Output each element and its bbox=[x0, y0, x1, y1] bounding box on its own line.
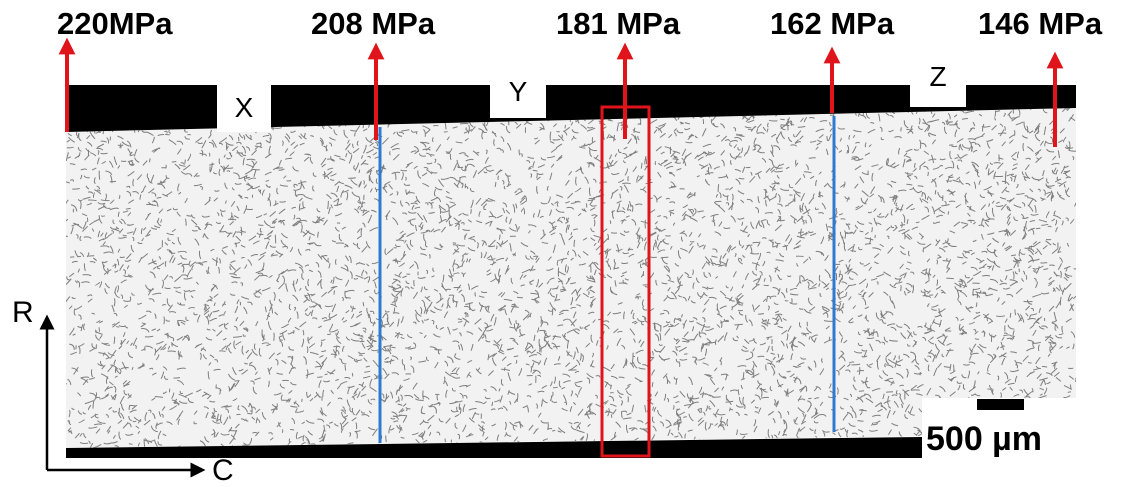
axis-label-c: C bbox=[212, 454, 234, 487]
zone-label-z: Z bbox=[910, 55, 966, 107]
axis-label-r: R bbox=[12, 296, 34, 329]
stress-label-208: 208 MPa bbox=[311, 6, 436, 41]
stress-label-220: 220MPa bbox=[57, 6, 173, 41]
zone-label-x: X bbox=[217, 84, 271, 132]
top-band bbox=[66, 85, 1076, 132]
specimen-section bbox=[66, 108, 1076, 448]
stress-label-146: 146 MPa bbox=[978, 6, 1103, 41]
stress-label-181: 181 MPa bbox=[556, 6, 681, 41]
scale-bar bbox=[977, 399, 1024, 410]
scale-bar-label: 500 µm bbox=[922, 420, 1042, 456]
bottom-band bbox=[66, 437, 922, 458]
stress-label-162: 162 MPa bbox=[770, 6, 895, 41]
zone-label-y: Y bbox=[490, 68, 546, 118]
